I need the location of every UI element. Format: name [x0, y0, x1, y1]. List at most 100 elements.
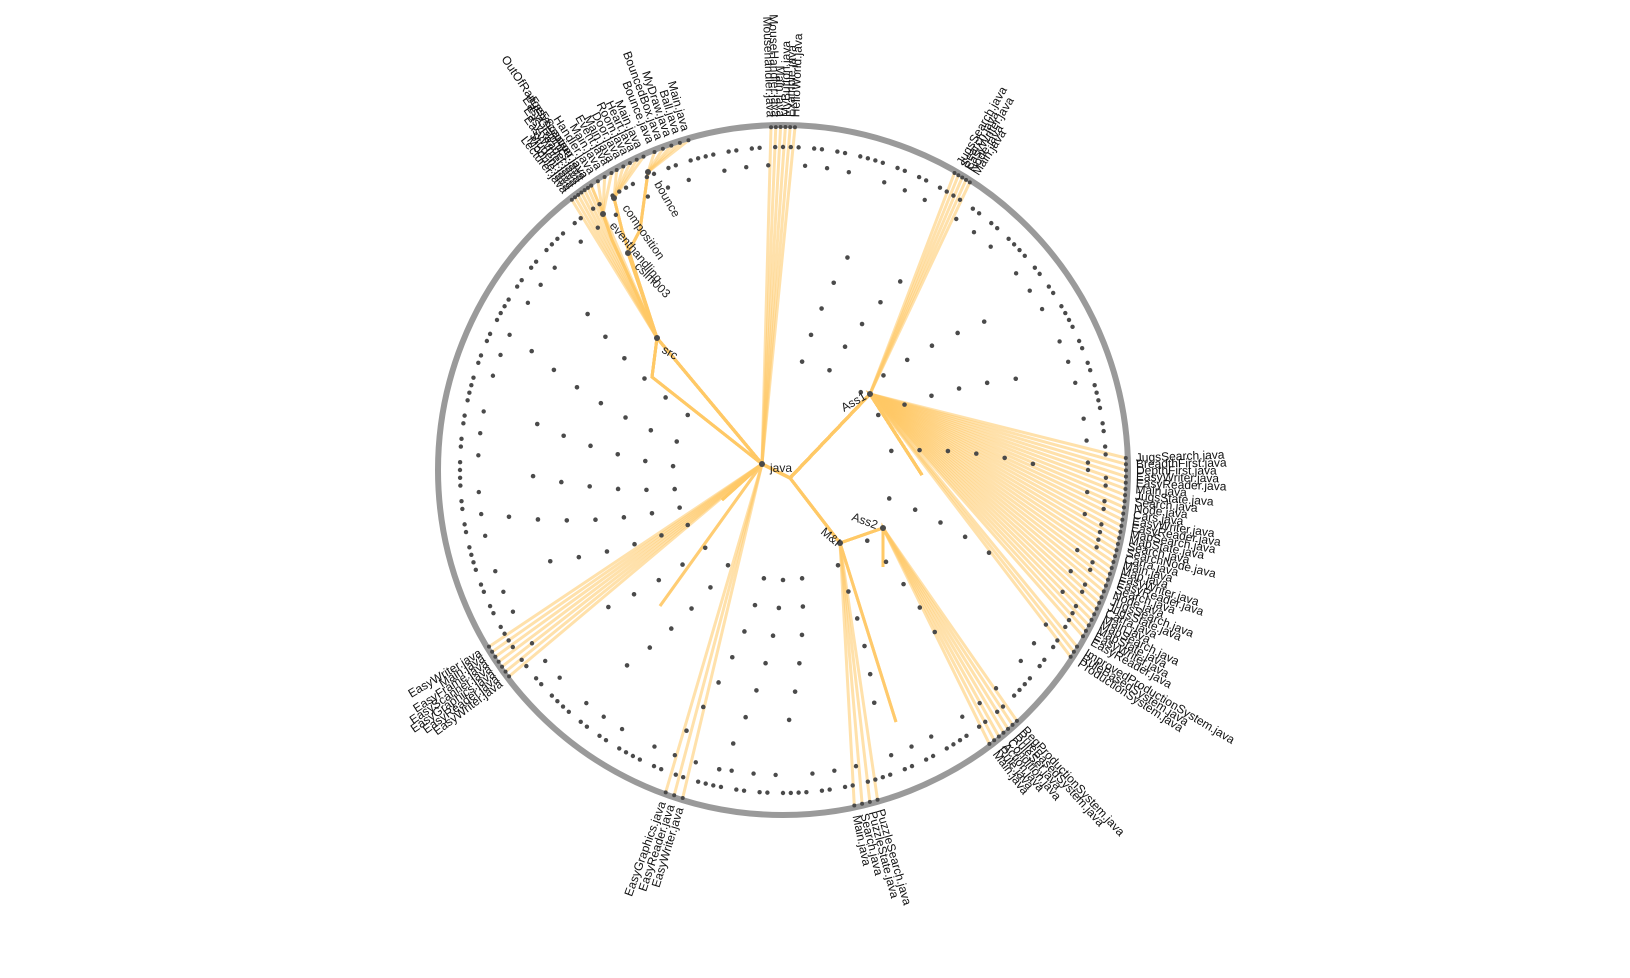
tree-node-src — [654, 335, 660, 341]
leaf-dot — [672, 793, 677, 798]
leaf-label: JugsState.java — [1135, 489, 1215, 509]
file-node-dot — [902, 168, 908, 174]
file-node-dot — [1103, 452, 1108, 457]
file-node-dot — [951, 742, 956, 747]
file-node-dot — [584, 724, 590, 729]
dir-node-dot — [986, 550, 992, 556]
dir-node-dot — [799, 632, 805, 638]
file-node-dot — [695, 779, 701, 784]
file-node-dot — [1070, 324, 1075, 330]
leaf-label: HelloWorld.java — [788, 33, 805, 118]
leaf-label: MouseHandler.java — [766, 14, 782, 117]
dir-node-dot — [535, 517, 541, 522]
file-node-dot — [1101, 506, 1106, 512]
dir-node-dot — [684, 728, 689, 734]
dir-node-dot — [945, 448, 951, 454]
file-node-dot — [1059, 304, 1064, 309]
file-node-dot — [619, 726, 625, 732]
dir-node-dot — [917, 605, 923, 610]
file-node-dot — [1099, 522, 1104, 527]
dir-node-dot — [929, 343, 935, 349]
leaf-dot — [1014, 718, 1019, 723]
file-node-dot — [1043, 622, 1049, 627]
leaf-dot — [1113, 554, 1118, 559]
file-node-dot — [819, 788, 825, 793]
file-node-dot — [688, 158, 693, 163]
dir-node-dot — [623, 415, 628, 420]
file-node-dot — [1018, 658, 1024, 664]
file-node-dot — [498, 310, 503, 316]
leaf-dot — [669, 143, 674, 148]
file-node-dot — [471, 560, 476, 565]
file-node-dot — [741, 788, 747, 793]
dir-node-dot — [981, 319, 987, 324]
dir-node-dot — [912, 507, 918, 512]
file-node-dot — [772, 144, 778, 150]
file-node-dot — [880, 774, 886, 780]
file-node-dot — [658, 766, 664, 772]
file-node-dot — [971, 229, 977, 235]
leaf-label: Cars.java — [1132, 508, 1184, 528]
dir-node-dot — [615, 486, 621, 492]
file-node-dot — [1079, 345, 1085, 351]
file-node-dot — [944, 189, 949, 194]
file-node-dot — [989, 220, 994, 226]
dir-node-dot — [932, 629, 938, 635]
dir-node-dot — [672, 486, 677, 492]
file-node-dot — [651, 763, 657, 769]
file-node-dot — [578, 215, 583, 221]
dir-node-dot — [624, 663, 630, 668]
file-node-dot — [835, 149, 840, 154]
leaf-dot — [503, 669, 508, 674]
file-node-dot — [467, 390, 472, 395]
file-node-dot — [465, 398, 470, 403]
dir-node-dot — [708, 585, 713, 590]
leaf-dot — [1092, 612, 1097, 617]
file-node-dot — [824, 166, 830, 171]
file-node-dot — [744, 165, 749, 170]
file-node-dot — [1066, 617, 1072, 623]
file-node-dot — [1085, 460, 1091, 465]
dir-node-dot — [742, 629, 747, 634]
file-node-dot — [751, 771, 756, 776]
file-node-dot — [1082, 511, 1087, 517]
dir-node-dot — [561, 433, 566, 439]
leaf-dot — [576, 192, 581, 197]
file-node-dot — [539, 681, 544, 687]
file-node-dot — [957, 197, 963, 203]
file-node-dot — [1057, 339, 1062, 344]
dir-node-dot — [792, 689, 798, 694]
file-node-dot — [578, 239, 583, 244]
outer-ring — [435, 122, 1131, 818]
file-node-dot — [478, 431, 483, 436]
dir-node-dot — [862, 643, 867, 649]
leaf-dot — [1094, 606, 1099, 611]
dir-node-dot — [938, 520, 943, 525]
file-node-dot — [510, 609, 516, 614]
leaf-dot — [569, 197, 574, 202]
file-node-dot — [1097, 529, 1103, 535]
dir-node-dot — [506, 514, 512, 520]
dir-node-dot — [864, 538, 870, 544]
file-node-dot — [552, 265, 557, 270]
file-node-dot — [711, 152, 716, 157]
file-node-dot — [1017, 687, 1022, 693]
file-node-dot — [623, 750, 629, 755]
file-node-dot — [617, 746, 622, 751]
leaf-dot — [769, 125, 774, 130]
leaf-dot — [1006, 726, 1011, 731]
dir-node-dot — [881, 373, 886, 378]
file-node-dot — [1063, 310, 1068, 316]
leaf-dot — [1121, 505, 1126, 510]
dir-node-dot — [763, 660, 768, 666]
leaf-dot — [792, 125, 797, 130]
file-node-dot — [1081, 416, 1086, 421]
file-node-dot — [510, 644, 516, 650]
file-node-dot — [1101, 428, 1106, 434]
leaf-dot — [1001, 730, 1006, 735]
file-node-dot — [970, 206, 976, 211]
file-node-dot — [666, 165, 671, 171]
dir-node-dot — [725, 562, 731, 568]
dir-node-dot — [904, 357, 910, 363]
dir-node-dot — [752, 602, 758, 608]
